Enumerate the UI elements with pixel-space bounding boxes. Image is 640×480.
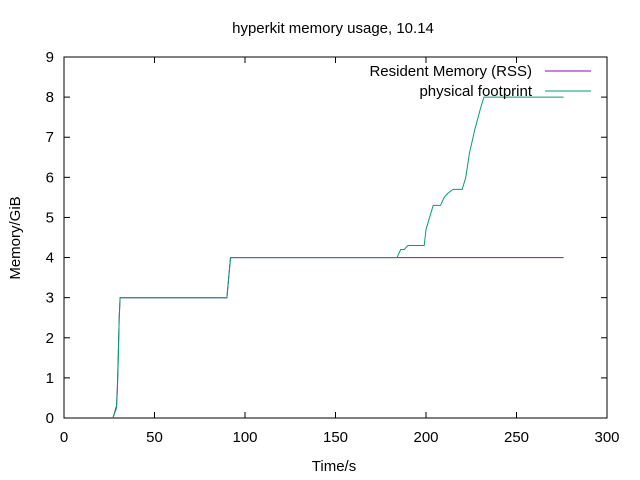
series-line-0 [112,257,564,419]
y-tick-label: 1 [46,370,54,387]
plot-border [63,56,608,419]
y-axis-label: Memory/GiB [7,196,24,279]
y-tick-label: 9 [46,49,54,66]
y-tick-label: 0 [46,410,54,427]
legend-label-1: physical footprint [419,83,532,100]
y-tick-label: 3 [46,290,54,307]
x-tick-label: 200 [413,429,438,446]
y-tick-label: 4 [46,250,54,267]
y-tick-label: 7 [46,129,54,146]
series-line-1 [112,96,564,419]
legend-label-0: Resident Memory (RSS) [369,63,532,80]
x-axis-label: Time/s [312,458,356,475]
y-tick-label: 8 [46,89,54,106]
x-tick-label: 0 [60,429,68,446]
x-axis-ticks: 0 50 100 150 200 250 300 [60,57,620,446]
y-tick-label: 5 [46,209,54,226]
legend: Resident Memory (RSS) physical footprint [369,63,591,100]
x-tick-label: 100 [232,429,257,446]
chart-title: hyperkit memory usage, 10.14 [232,20,434,37]
series-lines [112,96,564,419]
x-tick-label: 250 [504,429,529,446]
x-tick-label: 150 [323,429,348,446]
x-tick-label: 50 [146,429,163,446]
plot-frame [63,56,608,419]
x-tick-label: 300 [594,429,619,446]
y-tick-label: 6 [46,169,54,186]
y-tick-label: 2 [46,330,54,347]
y-axis-ticks: 0 1 2 3 4 5 6 7 8 9 [46,49,607,427]
